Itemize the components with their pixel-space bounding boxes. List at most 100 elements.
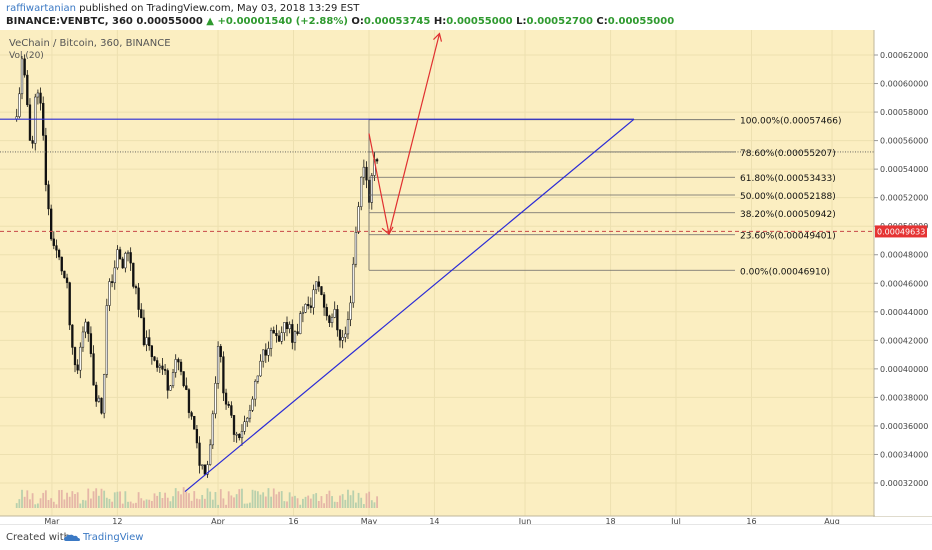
candle[interactable] [171,372,175,387]
candle[interactable] [148,337,151,347]
candle[interactable] [354,232,358,265]
candle[interactable] [140,309,143,319]
candle[interactable] [110,281,114,283]
candle[interactable] [283,322,286,333]
candle[interactable] [193,415,196,430]
candle[interactable] [158,365,161,368]
candle[interactable] [63,270,66,279]
candle[interactable] [137,287,140,310]
candle[interactable] [87,321,90,334]
candle[interactable] [81,331,85,348]
candle[interactable] [36,92,40,98]
candle[interactable] [31,140,34,144]
candle[interactable] [142,317,146,346]
chart-area[interactable]: 100.00%(0.00057466) 78.60%(0.00055207) 61.… [0,30,932,526]
candle[interactable] [312,289,315,308]
candle[interactable] [285,322,289,330]
candle[interactable] [18,93,21,117]
candle[interactable] [126,252,130,254]
candle[interactable] [269,330,273,349]
candle[interactable] [362,166,366,178]
candle[interactable] [39,92,42,104]
candle[interactable] [259,360,262,377]
candle[interactable] [307,304,310,307]
candle[interactable] [235,433,238,436]
candle[interactable] [309,305,313,308]
candle[interactable] [246,417,249,422]
candle[interactable] [296,331,299,334]
candle[interactable] [325,307,328,317]
candle[interactable] [338,329,342,341]
candle[interactable] [272,330,275,334]
candle[interactable] [254,380,257,400]
candle[interactable] [71,324,74,348]
candle[interactable] [163,369,167,371]
time-axis[interactable]: Mar 12 Apr 16 May 14 Jun 18 Jul 16 Aug [44,517,839,526]
candle[interactable] [209,444,212,465]
candle[interactable] [240,431,244,439]
tradingview-link[interactable]: TradingView [83,532,144,543]
candle[interactable] [52,238,55,246]
candle[interactable] [84,321,87,333]
candle[interactable] [161,365,164,370]
candle[interactable] [203,464,207,475]
candle[interactable] [230,405,233,416]
candle[interactable] [195,429,199,444]
candle[interactable] [299,313,302,334]
candle[interactable] [315,281,318,291]
candle[interactable] [79,346,82,371]
candle[interactable] [206,464,209,475]
candle[interactable] [95,384,98,402]
candle[interactable] [103,374,106,414]
candle[interactable] [124,253,127,269]
candle[interactable] [322,294,326,308]
candle[interactable] [185,385,188,390]
candle[interactable] [349,302,352,320]
candle[interactable] [227,403,230,406]
candle[interactable] [68,282,71,326]
candle[interactable] [317,281,320,287]
candle[interactable] [116,249,119,269]
candle[interactable] [97,397,101,402]
candle[interactable] [248,410,252,419]
candle[interactable] [187,389,191,413]
candle[interactable] [219,346,222,357]
candle[interactable] [288,324,291,330]
candle[interactable] [344,333,347,338]
candle[interactable] [60,256,63,272]
candle[interactable] [352,263,355,304]
candle[interactable] [73,347,77,366]
candle[interactable] [291,324,294,343]
candle[interactable] [145,337,148,346]
candle[interactable] [301,312,305,314]
candle[interactable] [238,433,241,439]
candle[interactable] [264,349,267,356]
candle[interactable] [201,464,204,467]
candle[interactable] [243,421,246,432]
candle[interactable] [280,332,283,342]
candle[interactable] [275,332,278,337]
candle[interactable] [47,184,50,210]
candle[interactable] [134,286,138,289]
candle[interactable] [251,398,254,411]
candle[interactable] [333,309,336,318]
candle[interactable] [182,371,185,386]
author-link[interactable]: raffiwartanian [6,3,76,14]
candle[interactable] [277,335,281,342]
candle[interactable] [100,397,103,414]
candle[interactable] [328,315,331,323]
candle[interactable] [65,277,69,283]
candle[interactable] [346,319,350,335]
candle[interactable] [34,96,37,144]
candle[interactable] [169,385,172,391]
candle[interactable] [44,135,48,185]
candle[interactable] [304,304,307,313]
candle[interactable] [262,349,265,362]
candle[interactable] [153,356,156,361]
candle[interactable] [26,74,29,106]
candle[interactable] [129,252,132,264]
candle[interactable] [375,159,379,162]
candle[interactable] [320,286,323,295]
candle[interactable] [357,206,360,233]
candle[interactable] [150,345,154,357]
